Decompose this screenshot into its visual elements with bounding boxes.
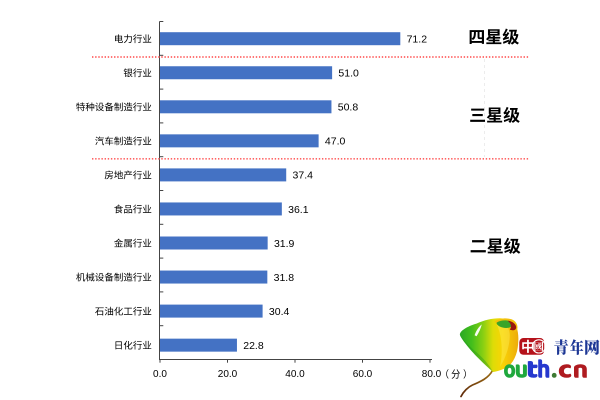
svg-text:31.9: 31.9	[274, 238, 295, 250]
svg-text:71.2: 71.2	[407, 34, 428, 46]
svg-text:47.0: 47.0	[325, 136, 346, 148]
svg-text:50.8: 50.8	[338, 102, 359, 114]
svg-text:0.0: 0.0	[153, 369, 167, 380]
svg-text:40.0: 40.0	[285, 369, 305, 380]
svg-text:30.4: 30.4	[269, 306, 290, 318]
svg-text:37.4: 37.4	[293, 170, 314, 182]
svg-text:22.8: 22.8	[243, 340, 264, 352]
svg-text:60.0: 60.0	[353, 369, 373, 380]
svg-text:51.0: 51.0	[338, 68, 359, 80]
svg-text:31.8: 31.8	[274, 272, 295, 284]
svg-text:20.0: 20.0	[218, 369, 238, 380]
svg-text:36.1: 36.1	[288, 204, 309, 216]
svg-text:80.0: 80.0	[422, 369, 442, 380]
